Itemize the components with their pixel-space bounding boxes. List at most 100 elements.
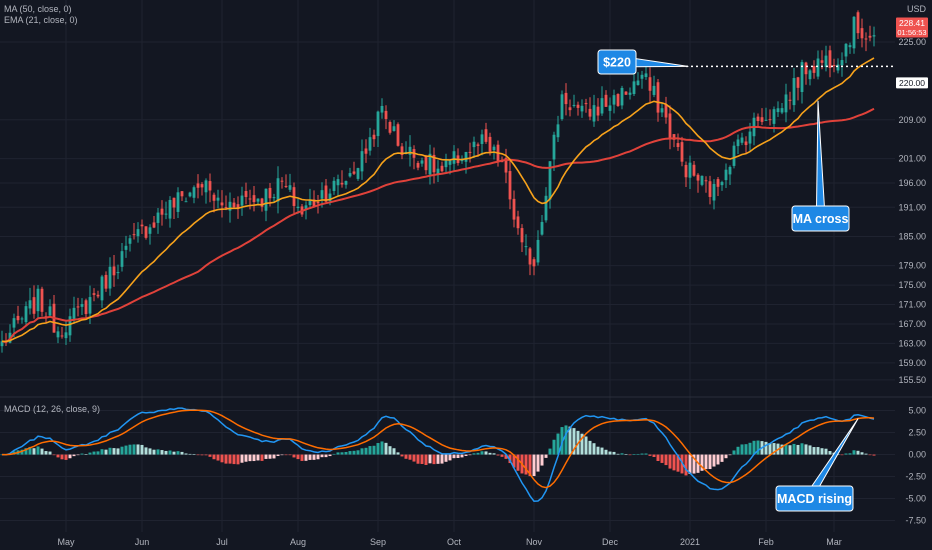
- candle-body: [48, 306, 52, 316]
- candle-body: [704, 180, 708, 182]
- histogram-bar: [108, 447, 112, 455]
- candle-body: [524, 246, 528, 248]
- candle-body: [600, 98, 604, 114]
- candle-body: [856, 12, 860, 34]
- candle-body: [604, 94, 608, 107]
- callout-220-label: $220: [603, 56, 631, 70]
- histogram-bar: [444, 454, 448, 462]
- histogram-bar: [588, 440, 592, 455]
- histogram-bar: [280, 454, 284, 456]
- candle-body: [668, 113, 672, 139]
- candle-body: [116, 272, 120, 274]
- histogram-bar: [200, 454, 204, 456]
- histogram-bar: [624, 454, 628, 455]
- histogram-bar: [416, 454, 420, 464]
- candle-body: [192, 187, 196, 198]
- histogram-bar: [116, 448, 120, 455]
- histogram-bar: [220, 454, 224, 463]
- histogram-bar: [820, 448, 824, 455]
- macd-legend[interactable]: MACD (12, 26, close, 9): [4, 404, 101, 414]
- candle-body: [568, 107, 572, 111]
- histogram-bar: [436, 454, 440, 464]
- histogram-bar: [408, 454, 412, 460]
- ma-legend[interactable]: MA (50, close, 0): [4, 4, 72, 14]
- histogram-bar: [368, 446, 372, 455]
- candle-body: [452, 151, 456, 164]
- callout-220-pointer: [633, 57, 689, 68]
- callouts: $220 MA cross MACD rising: [597, 49, 859, 512]
- candle-body: [340, 182, 344, 185]
- histogram-bar: [568, 426, 572, 455]
- histogram-bar: [136, 444, 140, 455]
- histogram-bar: [556, 433, 560, 455]
- histogram-bar: [112, 448, 116, 455]
- x-tick-label: Feb: [758, 537, 774, 547]
- candle-body: [196, 183, 200, 188]
- candle-body: [512, 198, 516, 220]
- candle-body: [804, 62, 808, 75]
- histogram-bar: [724, 454, 728, 459]
- candle-body: [516, 216, 520, 229]
- histogram-bar: [424, 454, 428, 465]
- level-label-box: [896, 77, 928, 89]
- histogram-bar: [64, 454, 68, 460]
- candle-body: [488, 136, 492, 152]
- candle-body: [576, 104, 580, 108]
- histogram-bar: [652, 454, 656, 458]
- callout-ma-cross-label: MA cross: [793, 212, 849, 226]
- candle-body: [344, 181, 348, 185]
- histogram-bar: [460, 454, 464, 458]
- candle-body: [388, 121, 392, 133]
- histogram-bar: [688, 454, 692, 474]
- histogram-bar: [352, 450, 356, 455]
- histogram-bar: [532, 454, 536, 477]
- candle-body: [304, 205, 308, 210]
- candle-body: [472, 141, 476, 148]
- candle-body: [280, 180, 284, 182]
- currency-label: USD: [907, 4, 927, 14]
- histogram-bar: [428, 454, 432, 464]
- candle-body: [688, 162, 692, 178]
- candle-body: [700, 175, 704, 185]
- ema-legend[interactable]: EMA (21, close, 0): [4, 15, 78, 25]
- histogram-bar: [748, 442, 752, 455]
- histogram-bar: [456, 454, 460, 459]
- candle-body: [112, 266, 116, 276]
- candle-body: [348, 173, 352, 177]
- histogram-bar: [232, 454, 236, 465]
- macd-panel[interactable]: [0, 407, 876, 502]
- candle-body: [720, 182, 724, 186]
- candle-body: [860, 28, 864, 39]
- histogram-bar: [372, 445, 376, 455]
- histogram-bar: [540, 454, 544, 466]
- histogram-bar: [864, 453, 868, 455]
- candle-body: [176, 192, 180, 212]
- histogram-bar: [20, 449, 24, 455]
- ma-50-line: [1, 107, 875, 344]
- histogram-bar: [800, 443, 804, 455]
- histogram-bar: [564, 425, 568, 455]
- price-panel[interactable]: [0, 10, 895, 353]
- candle-body: [644, 73, 648, 78]
- candle-body: [104, 274, 108, 289]
- price-tick-label: 196.00: [898, 178, 926, 188]
- candle-body: [432, 154, 436, 173]
- candle-body: [572, 104, 576, 106]
- histogram-bar: [704, 454, 708, 470]
- candle-body: [744, 141, 748, 146]
- candle-body: [188, 192, 192, 197]
- histogram-bar: [208, 454, 212, 457]
- candle-body: [396, 124, 400, 146]
- histogram-bar: [612, 451, 616, 455]
- candle-body: [676, 143, 680, 148]
- candle-body: [504, 158, 508, 173]
- candle-body: [12, 318, 16, 328]
- histogram-bar: [600, 447, 604, 455]
- histogram-bar: [340, 452, 344, 455]
- histogram-bar: [32, 448, 36, 455]
- candle-body: [728, 167, 732, 175]
- candle-body: [316, 201, 320, 204]
- candle-body: [224, 207, 228, 209]
- histogram-bar: [664, 454, 668, 466]
